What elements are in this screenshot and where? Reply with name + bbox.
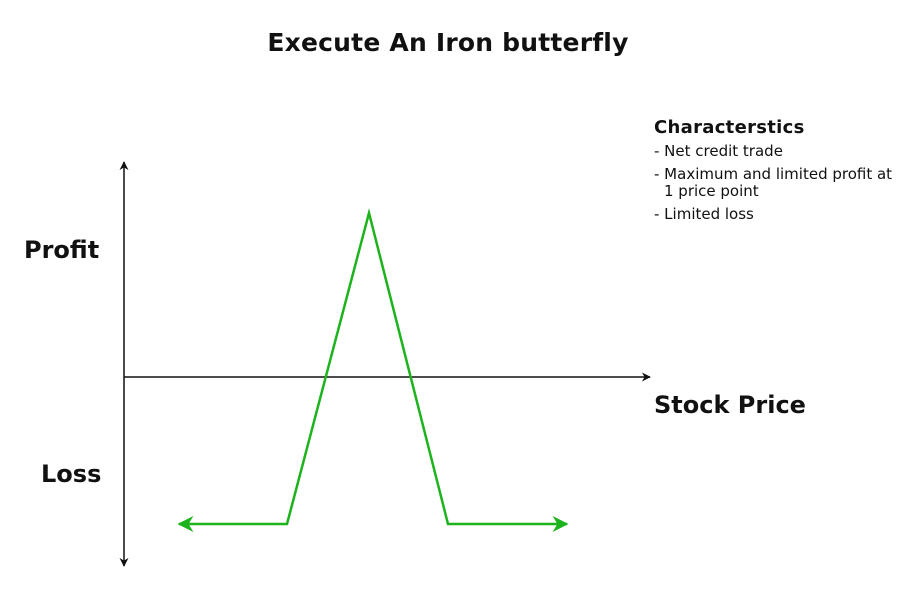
characteristic-item: - Limited loss	[654, 205, 754, 223]
stock-price-axis-label: Stock Price	[654, 391, 806, 419]
profit-axis-label: Profit	[24, 236, 100, 264]
characteristics-panel: Characterstics - Net credit trade - Maxi…	[654, 117, 904, 229]
payoff-line	[177, 208, 569, 532]
characteristic-item: - Net credit trade	[654, 142, 783, 160]
characteristics-heading: Characterstics	[654, 117, 805, 138]
diagram-title: Execute An Iron butterfly	[267, 28, 629, 57]
characteristic-item: - Maximum and limited profit at 1 price …	[654, 165, 893, 200]
loss-axis-label: Loss	[41, 460, 102, 488]
characteristics-list: - Net credit trade - Maximum and limited…	[654, 143, 904, 223]
